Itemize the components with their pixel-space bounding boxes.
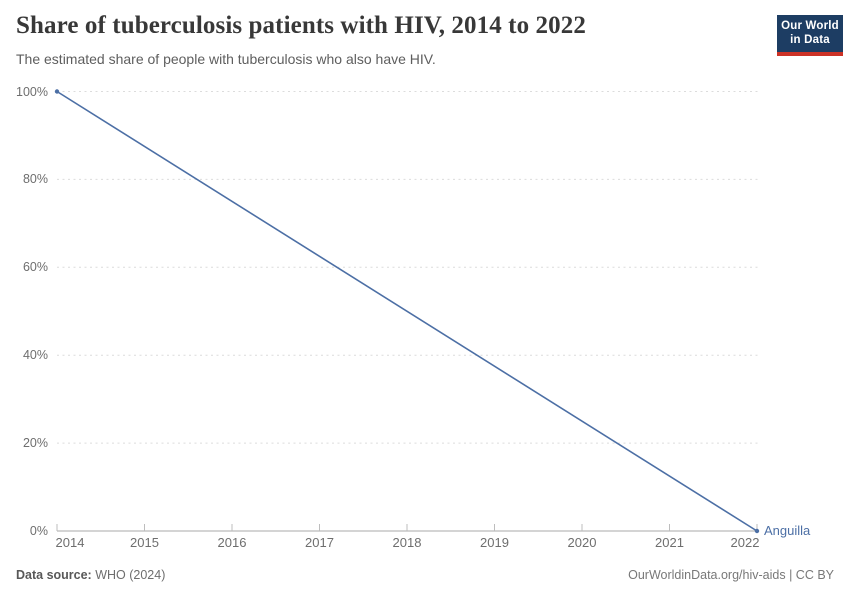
data-source-value[interactable]: WHO (2024) xyxy=(95,568,166,582)
owid-logo[interactable]: Our World in Data xyxy=(777,15,843,56)
x-tick-label: 2020 xyxy=(567,535,597,550)
x-tick-label: 2014 xyxy=(55,535,85,550)
logo-text-line1: Our World xyxy=(781,20,839,32)
y-tick-label: 100% xyxy=(16,84,48,99)
series-label[interactable]: Anguilla xyxy=(764,523,811,538)
x-tick-label: 2019 xyxy=(480,535,509,550)
x-tick-label: 2015 xyxy=(130,535,159,550)
license-link[interactable]: OurWorldinData.org/hiv-aids | CC BY xyxy=(628,568,834,582)
y-tick-label: 0% xyxy=(29,524,48,538)
y-tick-label: 80% xyxy=(22,172,48,187)
x-tick-label: 2022 xyxy=(730,535,760,550)
x-tick-label: 2018 xyxy=(392,535,422,550)
chart-subtitle: The estimated share of people with tuber… xyxy=(16,51,436,67)
y-tick-label: 40% xyxy=(22,348,48,363)
x-tick-label: 2016 xyxy=(217,535,247,550)
data-source: Data source: WHO (2024) xyxy=(16,568,165,582)
x-tick-label: 2021 xyxy=(655,535,684,550)
page-title: Share of tuberculosis patients with HIV,… xyxy=(16,12,586,39)
data-source-label: Data source: xyxy=(16,568,92,582)
y-tick-label: 60% xyxy=(22,260,48,275)
x-tick-label: 2017 xyxy=(305,535,334,550)
y-tick-label: 20% xyxy=(22,436,48,451)
logo-text-line2: in Data xyxy=(790,34,830,46)
